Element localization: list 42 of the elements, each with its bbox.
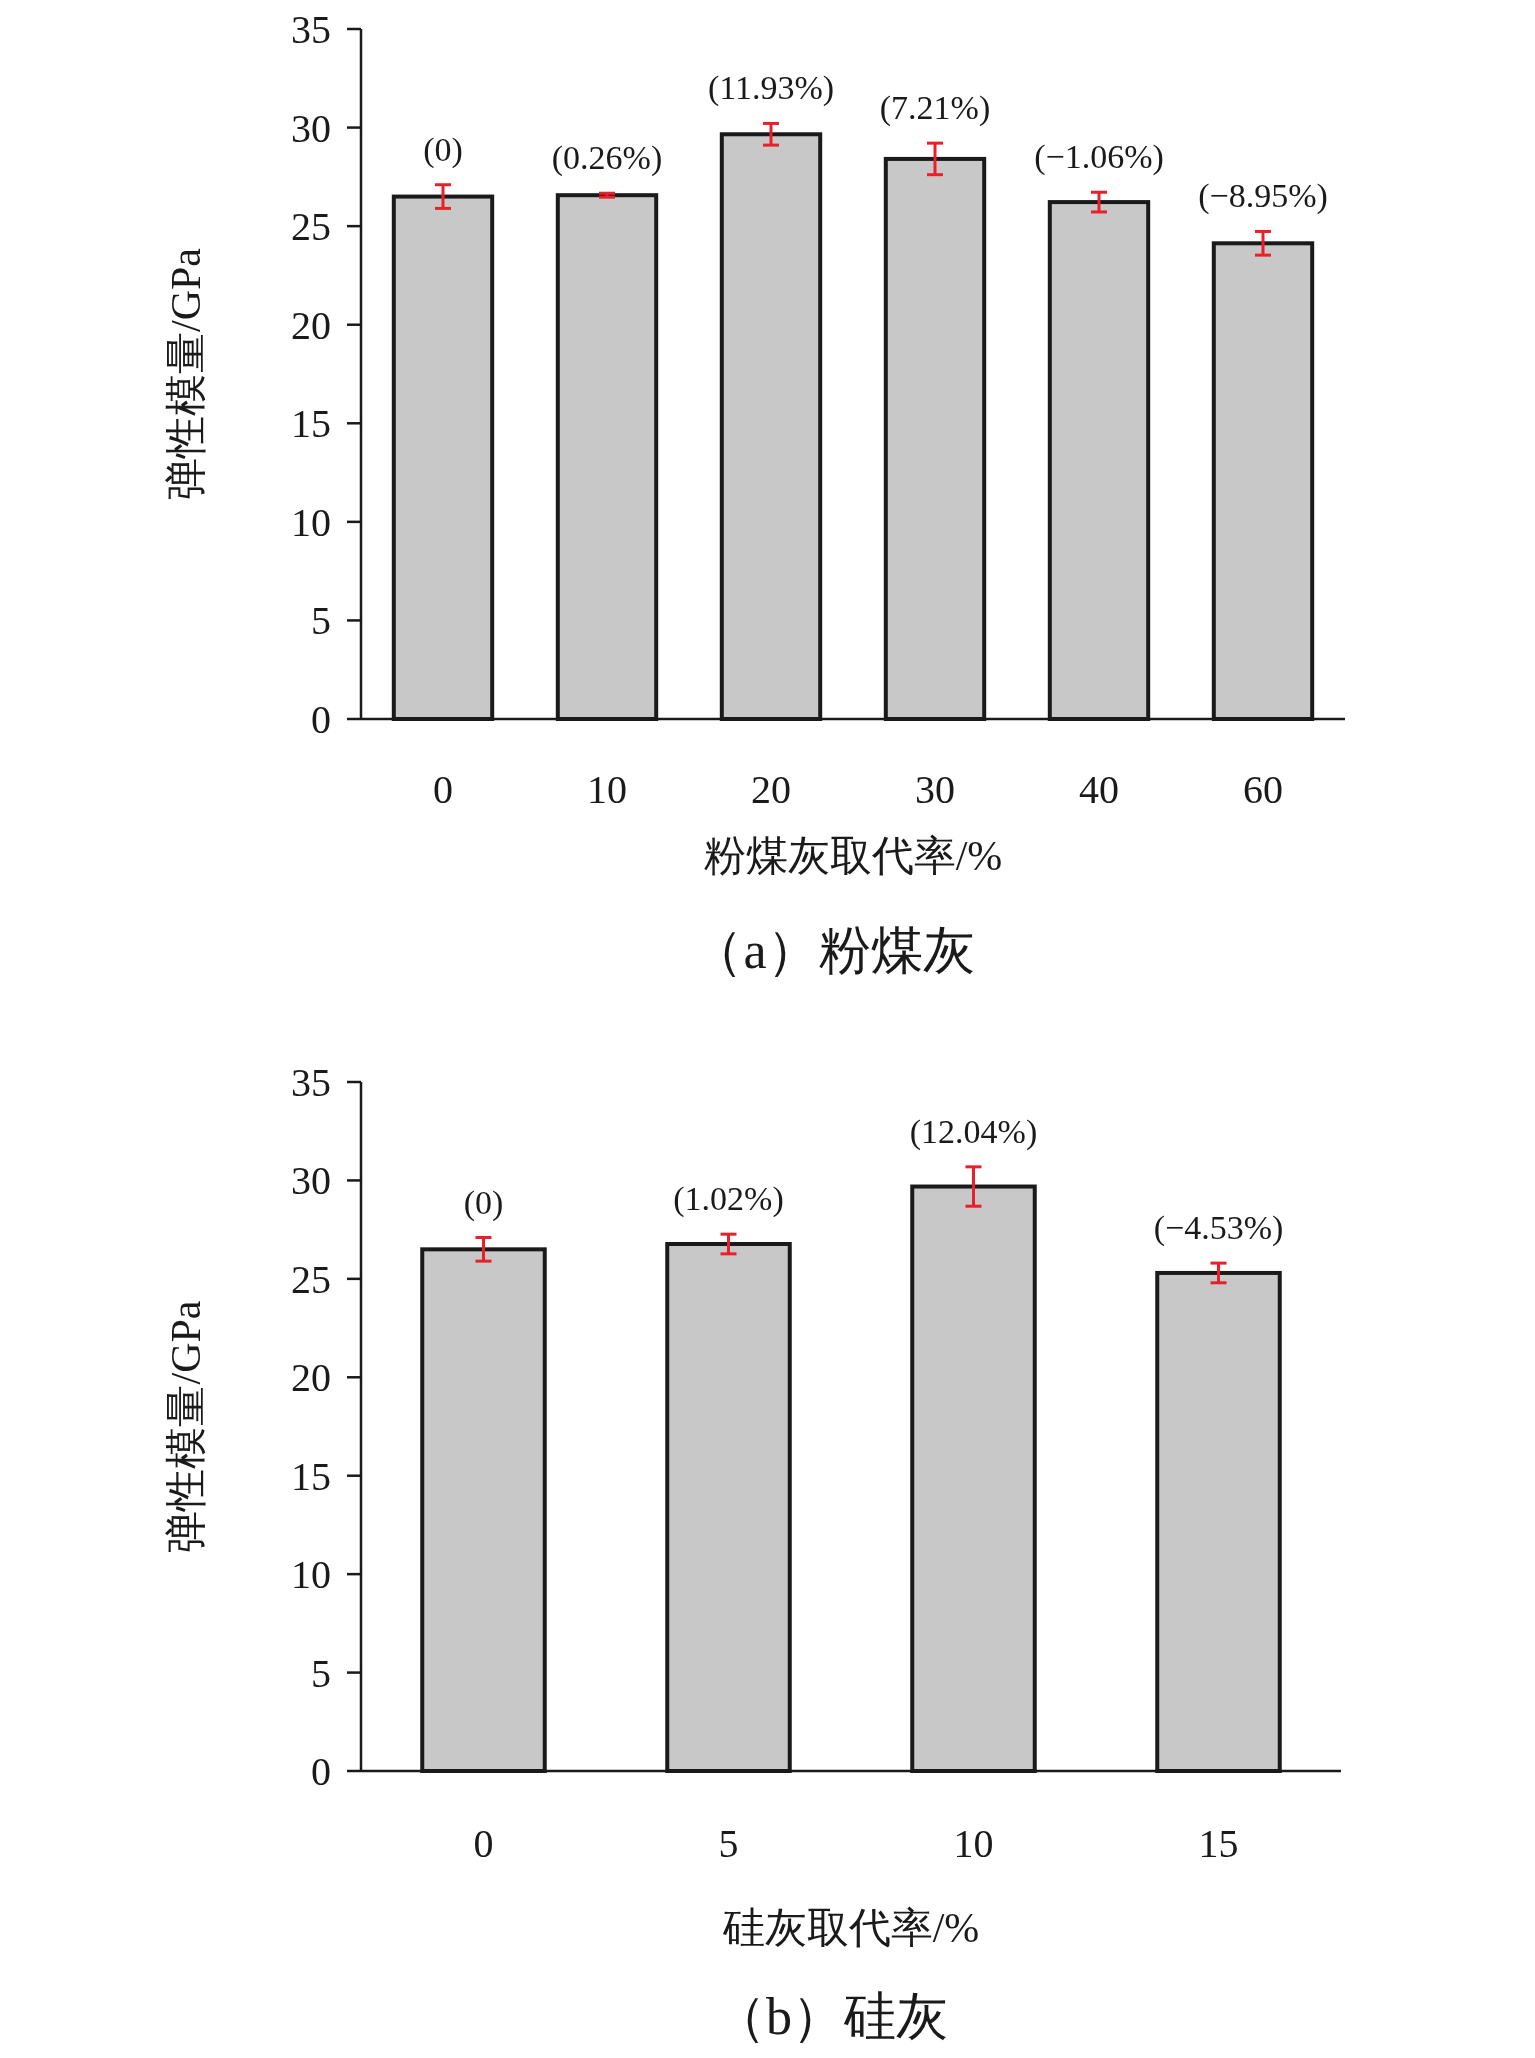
y-tick-label: 35 — [291, 7, 331, 52]
y-tick-label: 25 — [291, 1256, 331, 1302]
y-tick-label: 10 — [291, 1552, 331, 1598]
y-tick-label: 15 — [291, 1453, 331, 1499]
y-axis-title: 弹性模量/GPa — [162, 1300, 209, 1553]
y-tick-label: 5 — [311, 598, 331, 644]
annotation: (0) — [463, 1183, 504, 1222]
y-tick-label: 20 — [291, 302, 331, 348]
text: （a）粉煤灰 — [691, 922, 975, 979]
x-axis-title: 粉煤灰取代率/% — [703, 833, 1003, 879]
annotation: (12.04%) — [909, 1112, 1038, 1151]
annotation: (−1.06%) — [1034, 138, 1164, 177]
y-axis-title: 弹性模量/GPa — [162, 247, 209, 500]
x-tick-label: 15 — [1198, 1821, 1239, 1866]
text: （b）硅灰 — [714, 1988, 948, 2045]
annotation: (11.93%) — [707, 69, 835, 108]
x-tick-label: 0 — [473, 1821, 494, 1866]
y-tick-label: 35 — [291, 1060, 331, 1105]
y-tick-label: 20 — [291, 1355, 331, 1401]
x-tick-label: 40 — [1079, 767, 1119, 812]
y-tick-label: 30 — [291, 1158, 331, 1204]
x-axis-title: 硅灰取代率/% — [721, 1905, 980, 1951]
x-tick-label: 5 — [718, 1821, 739, 1866]
x-tick-label: 10 — [587, 767, 627, 812]
annotation: (7.21%) — [879, 89, 991, 128]
y-tick-label: 5 — [311, 1650, 331, 1696]
x-tick-label: 10 — [953, 1821, 994, 1866]
annotation: (−8.95%) — [1198, 177, 1328, 216]
y-tick-label: 25 — [291, 204, 331, 250]
x-tick-label: 0 — [433, 767, 453, 812]
y-tick-label: 30 — [291, 105, 331, 151]
annotation: (−4.53%) — [1153, 1209, 1284, 1248]
y-tick-label: 0 — [311, 697, 331, 742]
y-tick-label: 0 — [311, 1749, 331, 1794]
x-tick-label: 20 — [751, 767, 791, 812]
y-tick-label: 15 — [291, 401, 331, 447]
y-tick-label: 10 — [291, 499, 331, 545]
annotation: (1.02%) — [673, 1180, 784, 1219]
annotation: (0.26%) — [551, 139, 663, 178]
x-tick-label: 60 — [1243, 767, 1283, 812]
x-tick-label: 30 — [915, 767, 955, 812]
annotation: (0) — [423, 130, 463, 169]
